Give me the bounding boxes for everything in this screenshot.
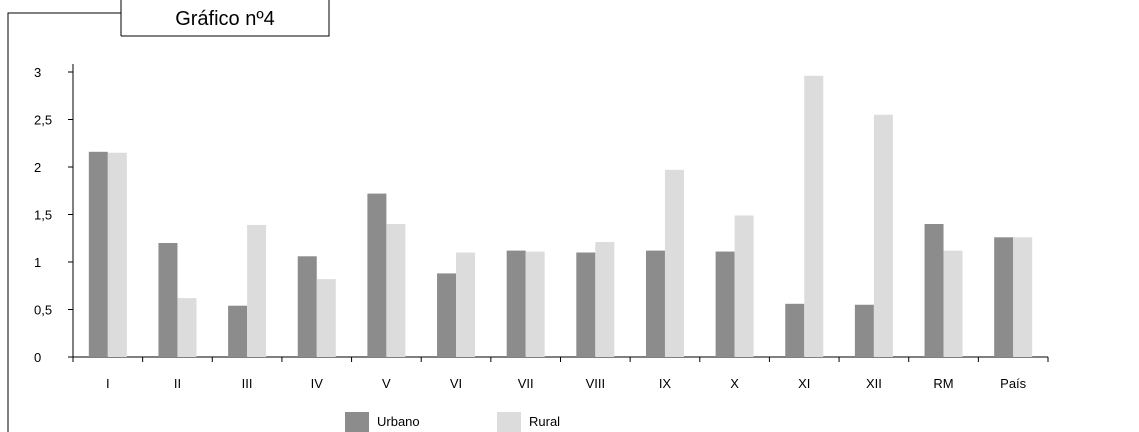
- x-tick-label: VI: [450, 376, 462, 391]
- bar-rural-IX: [664, 169, 684, 357]
- x-tick-label: III: [242, 376, 253, 391]
- bar-urbano-V: [367, 193, 387, 357]
- bar-rural-II: [177, 298, 197, 357]
- x-tick-label: RM: [933, 376, 953, 391]
- y-tick-label: 1: [34, 255, 41, 270]
- x-tick-label: País: [1000, 376, 1027, 391]
- bar-urbano-II: [158, 243, 178, 357]
- y-tick-label: 2: [34, 160, 41, 175]
- legend-label-urbano: Urbano: [377, 414, 420, 429]
- legend-label-rural: Rural: [529, 414, 560, 429]
- x-tick-label: VIII: [586, 376, 606, 391]
- y-tick-label: 3: [34, 65, 41, 80]
- x-tick-label: V: [382, 376, 391, 391]
- x-tick-label: XI: [798, 376, 810, 391]
- bars-group: [88, 75, 1033, 358]
- bar-rural-VI: [456, 252, 476, 357]
- y-axis-ticks: 0 0,5 1 1,5 2 2,5 3: [34, 65, 73, 365]
- title-frame: [7, 0, 330, 432]
- legend: Urbano Rural: [345, 412, 560, 432]
- y-tick-label: 1,5: [34, 208, 52, 223]
- bar-urbano-III: [228, 305, 248, 357]
- x-tick-label: I: [106, 376, 110, 391]
- bar-urbano-VII: [506, 250, 526, 357]
- bar-urbano-XI: [785, 303, 805, 357]
- y-tick-label: 0: [34, 350, 41, 365]
- bar-rural-I: [107, 152, 127, 357]
- bar-rural-RM: [943, 250, 963, 357]
- bar-urbano-IX: [645, 250, 665, 357]
- x-tick-label: IX: [659, 376, 672, 391]
- x-tick-label: II: [174, 376, 181, 391]
- x-tick-label: VII: [518, 376, 534, 391]
- bar-rural-III: [247, 224, 267, 357]
- chart-title: Gráfico nº4: [175, 8, 275, 30]
- legend-swatch-urbano: [345, 412, 369, 432]
- bar-rural-XI: [804, 75, 824, 358]
- bar-urbano-XII: [854, 304, 874, 357]
- bar-urbano-VIII: [576, 252, 596, 357]
- bar-rural-VIII: [595, 242, 615, 357]
- y-tick-label: 2,5: [34, 113, 52, 128]
- bar-urbano-RM: [924, 224, 944, 357]
- bar-rural-X: [734, 215, 754, 357]
- bar-urbano-País: [994, 237, 1014, 357]
- bar-rural-V: [386, 224, 406, 357]
- bar-urbano-X: [715, 251, 735, 357]
- bar-urbano-IV: [297, 256, 317, 357]
- x-axis-ticks: I II III IV V VI VII VIII IX X XI XII RM País: [72, 357, 1049, 391]
- x-tick-label: IV: [311, 376, 324, 391]
- x-tick-label: X: [730, 376, 739, 391]
- bar-rural-VII: [525, 251, 545, 357]
- bar-rural-XII: [873, 114, 893, 357]
- bar-urbano-I: [88, 151, 108, 357]
- y-tick-label: 0,5: [34, 303, 52, 318]
- x-tick-label: XII: [866, 376, 882, 391]
- bar-urbano-VI: [437, 273, 457, 357]
- legend-swatch-rural: [497, 412, 521, 432]
- bar-rural-País: [1013, 237, 1033, 357]
- bar-rural-IV: [316, 279, 336, 357]
